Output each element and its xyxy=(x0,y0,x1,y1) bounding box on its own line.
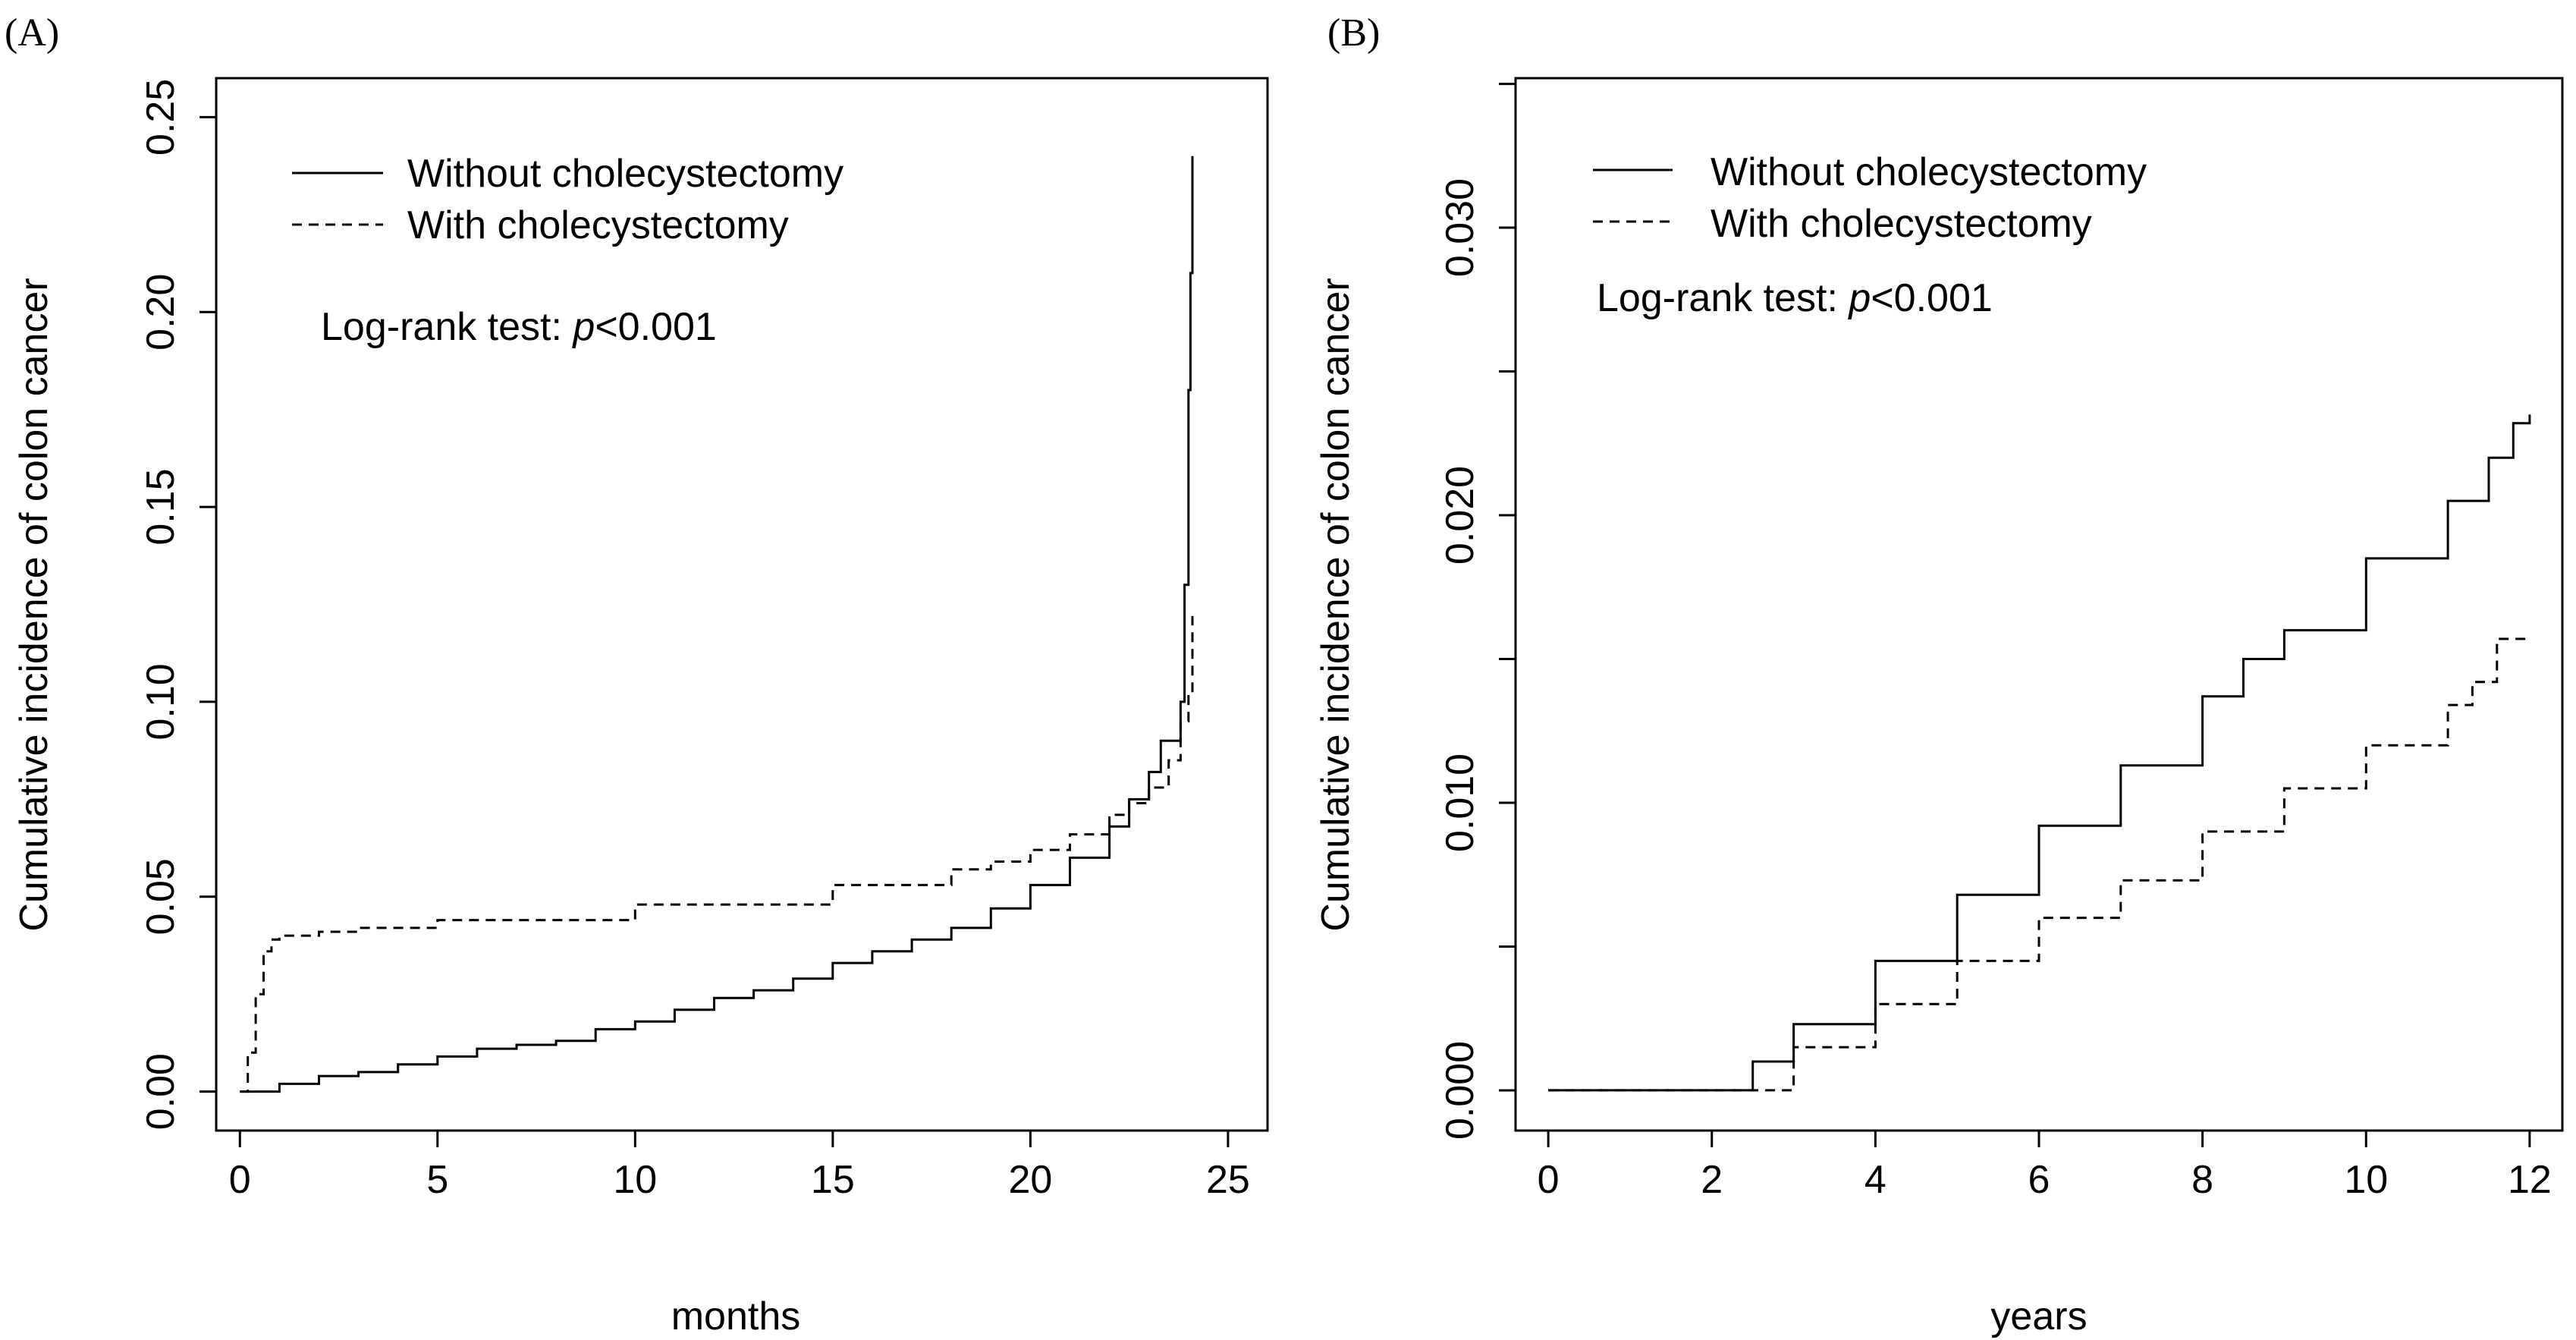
panel-b-legend-label-2: With cholecystectomy xyxy=(1711,202,2092,246)
panel-a-x-tick-label: 25 xyxy=(1206,1158,1250,1202)
panel-a-y-tick-label: 0.20 xyxy=(139,274,183,351)
panel-b: (B) 0 2 4 6 8 10 12 0.000 0.010 0.020 0.030 years… xyxy=(1314,11,2564,1338)
panel-b-legend: Without cholecystectomy With cholecystec… xyxy=(1593,150,2147,246)
panel-a-x-tick-label: 20 xyxy=(1008,1158,1052,1202)
panel-b-x-tick-label: 10 xyxy=(2344,1158,2388,1202)
panel-a-x-tick-label: 5 xyxy=(426,1158,448,1202)
panel-b-y-tick-label: 0.000 xyxy=(1438,1041,1482,1140)
panel-a-y-tick-label: 0.00 xyxy=(139,1053,183,1130)
panel-b-label: (B) xyxy=(1327,11,1380,55)
panel-a-y-tick-label: 0.15 xyxy=(139,468,183,545)
panel-b-series-without-cholecystectomy xyxy=(1548,414,2531,1092)
panel-b-x-tick-label: 0 xyxy=(1538,1158,1560,1202)
panel-a-label: (A) xyxy=(5,11,59,55)
panel-a-x-ticks: 0 5 10 15 20 25 xyxy=(229,1131,1250,1202)
panel-b-x-tick-label: 2 xyxy=(1701,1158,1723,1202)
panel-a-series-with-cholecystectomy xyxy=(240,615,1194,1093)
panel-a-series-without-cholecystectomy xyxy=(240,156,1194,1093)
panel-b-x-axis-title: years xyxy=(1990,1294,2087,1338)
panel-a-legend: Without cholecystectomy With cholecystec… xyxy=(292,152,843,247)
panel-b-y-tick-label: 0.020 xyxy=(1438,466,1482,565)
panel-a-x-tick-label: 10 xyxy=(613,1158,657,1202)
panel-a-y-ticks: 0.00 0.05 0.10 0.15 0.20 0.25 xyxy=(139,79,218,1130)
panel-b-y-ticks: 0.000 0.010 0.020 0.030 xyxy=(1438,83,1517,1140)
panel-a-series xyxy=(240,156,1194,1093)
panel-b-legend-label-1: Without cholecystectomy xyxy=(1711,150,2147,194)
panel-b-x-tick-label: 12 xyxy=(2508,1158,2552,1202)
panel-b-x-tick-label: 8 xyxy=(2191,1158,2213,1202)
panel-a-legend-label-2: With cholecystectomy xyxy=(407,203,789,247)
panel-b-y-tick-label: 0.010 xyxy=(1438,753,1482,852)
panel-b-series xyxy=(1548,414,2531,1092)
panel-a: (A) 0 5 10 15 20 25 0.000.050.100.150.200.25 … xyxy=(5,11,1269,1338)
panel-a-x-axis-title: months xyxy=(671,1294,801,1338)
panel-b-x-tick-label: 6 xyxy=(2028,1158,2050,1202)
panel-b-x-ticks: 0 2 4 6 8 10 12 xyxy=(1538,1131,2552,1202)
panel-a-y-tick-label: 0.25 xyxy=(139,79,183,156)
panel-a-x-tick-label: 15 xyxy=(811,1158,855,1202)
panel-a-y-axis-title: Cumulative incidence of colon cancer xyxy=(12,278,56,931)
panel-a-x-tick-label: 0 xyxy=(229,1158,251,1202)
panel-b-logrank-annotation: Log-rank test: p<0.001 xyxy=(1597,276,1993,320)
panel-a-y-tick-label: 0.10 xyxy=(139,663,183,740)
panel-b-y-tick-label: 0.030 xyxy=(1438,178,1482,277)
panel-b-y-axis-title: Cumulative incidence of colon cancer xyxy=(1314,278,1358,931)
panel-b-x-tick-label: 4 xyxy=(1864,1158,1886,1202)
panel-a-y-tick-label: 0.05 xyxy=(139,858,183,935)
panel-b-series-with-cholecystectomy xyxy=(1548,637,2530,1092)
panel-a-logrank-annotation: Log-rank test: p<0.001 xyxy=(321,305,717,349)
panel-a-legend-label-1: Without cholecystectomy xyxy=(407,152,843,196)
